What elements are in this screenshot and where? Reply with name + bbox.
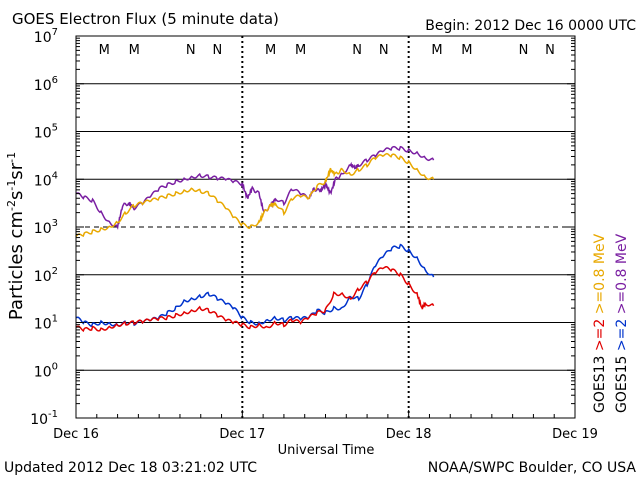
marker-m: M [129, 43, 140, 58]
y-axis-label-sup: -2 [5, 200, 18, 211]
x-axis-label: Universal Time [278, 443, 375, 458]
series-line-goes13-0-8-mev [75, 152, 435, 238]
legend-low-energy: >=2 [614, 314, 630, 351]
y-tick-label: 103 [34, 218, 58, 237]
marker-n: N [352, 43, 362, 58]
legend-sat: GOES15 [614, 351, 630, 413]
data-series [75, 145, 435, 333]
y-axis-label: Particles cm-2s-1sr-1 [5, 152, 27, 320]
plot-grid [76, 36, 575, 418]
marker-n: N [379, 43, 389, 58]
series-line-goes13-2-mev [75, 266, 435, 333]
legend-entry-goes15: GOES15 >=2 >=0.8 MeV [614, 233, 630, 413]
y-axis-label-sup: -1 [5, 152, 18, 163]
y-tick-label: 10-1 [30, 409, 58, 428]
y-axis-label-part: Particles cm [6, 211, 27, 320]
y-tick-label: 107 [34, 27, 58, 46]
marker-m: M [431, 43, 442, 58]
x-tick-label: Dec 19 [552, 427, 598, 442]
marker-m: M [295, 43, 306, 58]
marker-m: M [99, 43, 110, 58]
legend-entry-goes13: GOES13 >=2 >=0.8 MeV [592, 233, 608, 413]
series-line-goes15-0-8-mev [75, 145, 435, 230]
updated-timestamp: Updated 2012 Dec 18 03:21:02 UTC [4, 460, 257, 476]
source-credit: NOAA/SWPC Boulder, CO USA [428, 460, 637, 476]
legend-low-energy: >=2 [592, 314, 608, 351]
marker-n: N [519, 43, 529, 58]
x-tick-label: Dec 17 [219, 427, 265, 442]
marker-n: N [213, 43, 223, 58]
x-tick-label: Dec 16 [53, 427, 99, 442]
chart-title: GOES Electron Flux (5 minute data) [12, 10, 279, 28]
begin-time-label: Begin: 2012 Dec 16 0000 UTC [425, 18, 636, 34]
marker-n: N [186, 43, 196, 58]
legend-high-energy: >=0.8 MeV [614, 233, 630, 314]
y-axis-label-part: s [6, 191, 27, 200]
y-axis-ticks: 10-1 100 101 102 103 104 105 106 107 [30, 27, 575, 428]
y-tick-label: 101 [34, 314, 58, 333]
marker-n: N [545, 43, 555, 58]
marker-m: M [461, 43, 472, 58]
y-tick-label: 102 [34, 266, 58, 285]
x-axis-ticks: Dec 16 Dec 17 Dec 18 Dec 19 [53, 410, 598, 442]
legend-high-energy: >=0.8 MeV [592, 233, 608, 314]
x-tick-label: Dec 18 [386, 427, 432, 442]
y-tick-label: 100 [34, 361, 58, 380]
y-axis-label-part: sr [6, 162, 27, 179]
marker-m: M [265, 43, 276, 58]
series-line-goes15-2-mev [75, 243, 435, 328]
y-tick-label: 104 [34, 170, 58, 189]
y-axis-label-sup: -1 [5, 180, 18, 191]
legend-sat: GOES13 [592, 351, 608, 413]
y-tick-label: 106 [34, 75, 58, 94]
y-tick-label: 105 [34, 123, 58, 142]
